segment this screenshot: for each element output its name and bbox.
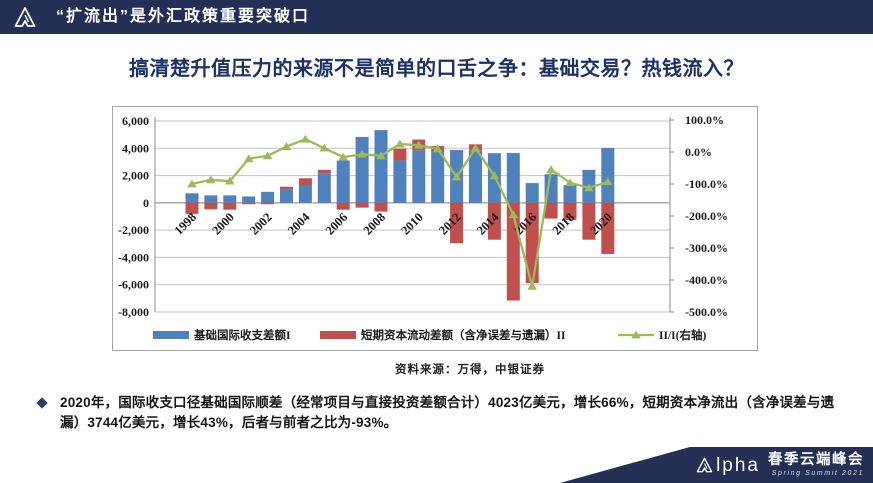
page-title: 搞清楚升值压力的来源不是简单的口舌之争：基础交易？热钱流入？ [129, 58, 744, 80]
footer-banner: lpha 春季云端峰会 Spring Summit 2021 [560, 447, 873, 483]
svg-text:2006: 2006 [323, 210, 351, 238]
svg-text:6,000: 6,000 [122, 114, 149, 128]
svg-text:2002: 2002 [247, 210, 275, 238]
svg-text:0.0%: 0.0% [685, 145, 712, 159]
svg-text:短期资本流动差额（含净误差与遗漏）II: 短期资本流动差额（含净误差与遗漏）II [361, 328, 566, 342]
event-title-cn: 春季云端峰会 [768, 451, 864, 468]
svg-text:-200.0%: -200.0% [685, 209, 728, 223]
svg-text:-8,000: -8,000 [118, 305, 149, 319]
svg-text:II/I(右轴): II/I(右轴) [659, 328, 706, 342]
svg-text:100.0%: 100.0% [685, 113, 724, 127]
balance-of-payments-chart: 6,000 4,000 2,000 0 -2,000 -4,000 -6,000 -8,000… [118, 113, 728, 342]
svg-text:-2,000: -2,000 [118, 223, 149, 237]
svg-text:0: 0 [143, 196, 149, 210]
diamond-bullet-icon [36, 397, 48, 409]
bullet-text: 2020年，国际收支口径基础国际顺差（经常项目与直接投资差额合计）4023亿美元… [60, 395, 835, 430]
svg-text:2010: 2010 [398, 210, 426, 238]
chart-figure: 6,000 4,000 2,000 0 -2,000 -4,000 -6,000 -8,000… [112, 106, 758, 351]
event-title: 春季云端峰会 Spring Summit 2021 [768, 453, 864, 478]
svg-text:2004: 2004 [285, 210, 313, 238]
svg-text:2,000: 2,000 [122, 169, 149, 183]
event-title-en: Spring Summit 2021 [771, 470, 864, 478]
svg-text:2000: 2000 [209, 210, 237, 238]
svg-text:1998: 1998 [172, 210, 200, 238]
alpha-triangle-icon [696, 457, 713, 473]
alpha-triangle-icon [13, 5, 37, 34]
svg-text:-4,000: -4,000 [118, 250, 149, 264]
bullet-item: 2020年，国际收支口径基础国际顺差（经常项目与直接投资差额合计）4023亿美元… [36, 393, 848, 433]
alpha-brand: lpha [695, 455, 760, 476]
brand-wordmark: lpha [716, 455, 760, 476]
svg-text:-500.0%: -500.0% [685, 305, 728, 319]
svg-text:-100.0%: -100.0% [685, 177, 728, 191]
svg-text:2008: 2008 [361, 210, 389, 238]
svg-text:-6,000: -6,000 [118, 278, 149, 292]
svg-text:4,000: 4,000 [122, 141, 149, 155]
header-bar: “扩流出”是外汇政策重要突破口 [0, 0, 873, 34]
svg-text:基础国际收支差额I: 基础国际收支差额I [193, 328, 291, 342]
source-note: 资料来源：万得，中银证券 [395, 364, 545, 376]
svg-text:-400.0%: -400.0% [685, 273, 728, 287]
svg-text:-300.0%: -300.0% [685, 241, 728, 255]
header-title: “扩流出”是外汇政策重要突破口 [56, 8, 311, 25]
